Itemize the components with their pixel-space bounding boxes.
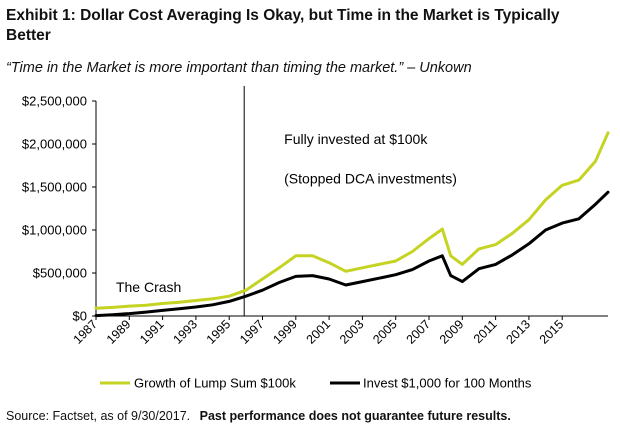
chart-svg: $0 $500,000 $1,000,000 $1,500,000 $2,000,000… xyxy=(22,86,610,391)
x-tick-label: 1997 xyxy=(237,317,267,347)
disclaimer-text: Past performance does not guarantee futu… xyxy=(199,409,511,423)
x-tick-label: 2005 xyxy=(370,317,400,347)
y-tick-label: $2,500,000 xyxy=(22,94,87,109)
y-tick-label: $0 xyxy=(73,309,87,324)
chart-title: Exhibit 1: Dollar Cost Averaging Is Okay… xyxy=(6,7,560,44)
y-tick-label: $1,000,000 xyxy=(22,223,87,238)
legend-label-lump-sum: Growth of Lump Sum $100k xyxy=(134,376,296,391)
lump-sum-series-line xyxy=(94,131,610,310)
y-tick-label: $500,000 xyxy=(33,266,87,281)
x-tick-label: 1991 xyxy=(137,317,167,347)
dca-series-line xyxy=(94,190,610,318)
annotation-1: Fully invested at $100k xyxy=(284,131,428,147)
annotation-0: The Crash xyxy=(116,279,181,295)
x-tick-label: 2007 xyxy=(404,317,434,347)
x-tick-label: 2011 xyxy=(471,317,500,346)
x-tick-label: 1989 xyxy=(104,317,134,347)
source-text: Source: Factset, as of 9/30/2017. xyxy=(6,409,191,423)
x-tick-label: 2003 xyxy=(337,317,367,347)
x-tick-label: 2015 xyxy=(537,317,567,347)
legend-label-dca: Invest $1,000 for 100 Months xyxy=(363,376,532,391)
x-tick-label: 2001 xyxy=(304,317,334,347)
y-tick-label: $2,000,000 xyxy=(22,137,87,152)
quote-text: “Time in the Market is more important th… xyxy=(6,60,472,76)
x-tick-label: 1993 xyxy=(170,317,200,347)
annotation-2: (Stopped DCA investments) xyxy=(284,171,457,187)
y-tick-label: $1,500,000 xyxy=(22,180,87,195)
x-tick-label: 2009 xyxy=(437,317,467,347)
x-tick-label: 2013 xyxy=(503,317,533,347)
x-tick-label: 1995 xyxy=(204,317,234,347)
source-note: Source: Factset, as of 9/30/2017. Past p… xyxy=(6,409,511,423)
x-tick-label: 1999 xyxy=(270,317,300,347)
